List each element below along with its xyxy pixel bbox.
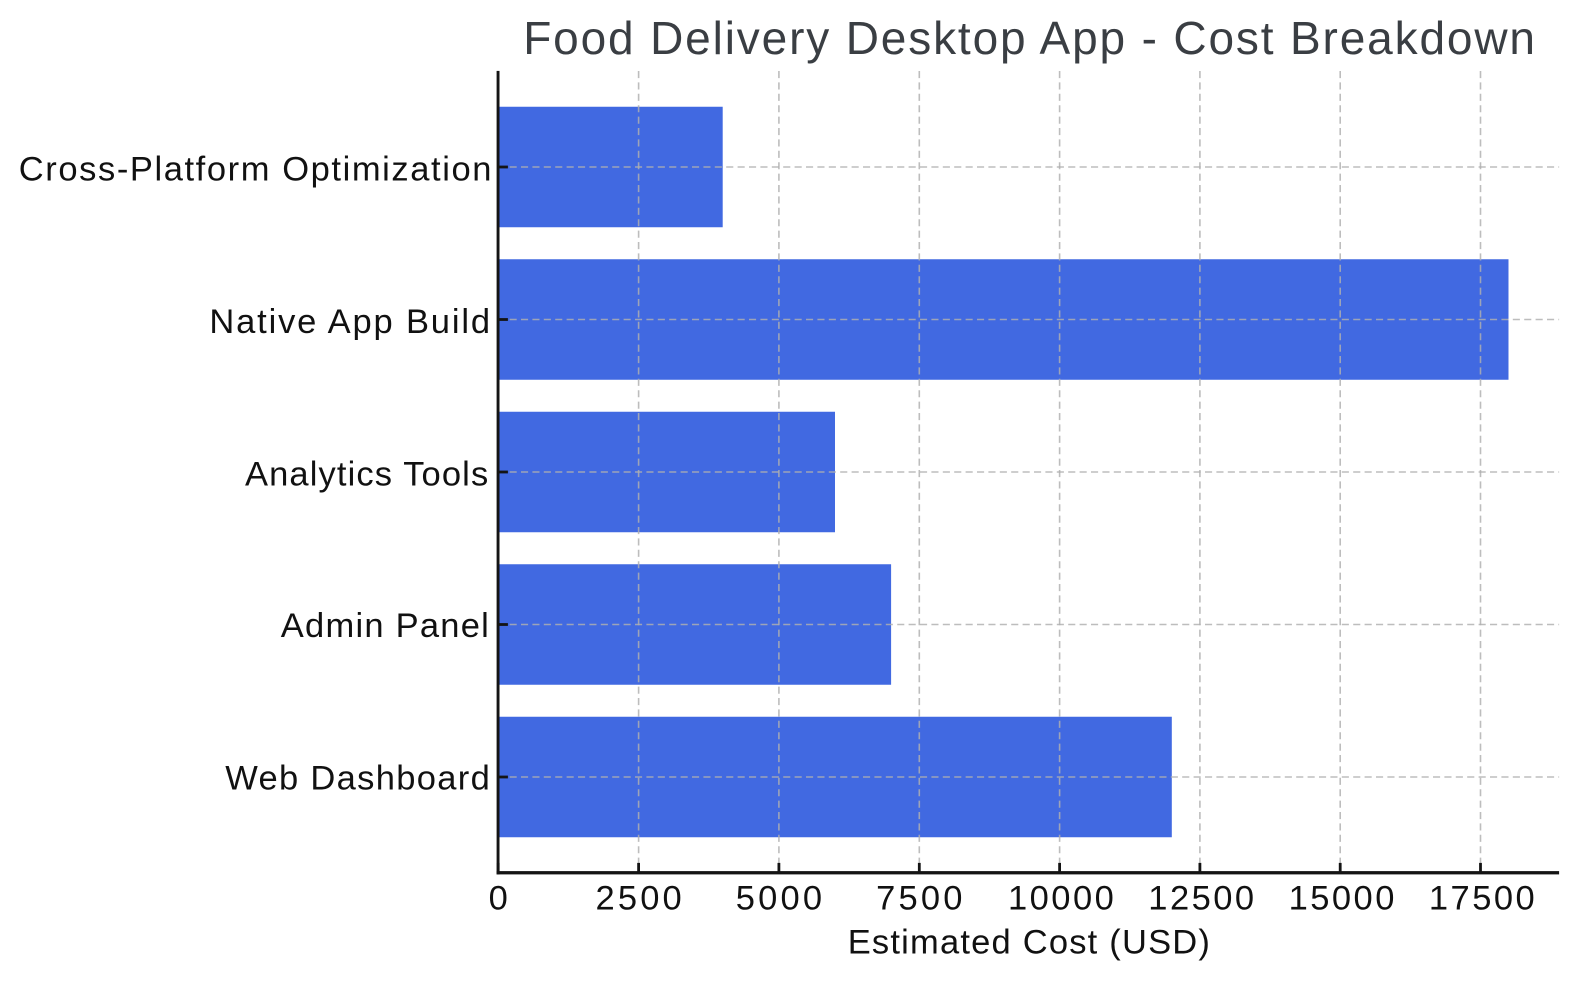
svg-text:Cross-Platform Optimization: Cross-Platform Optimization [19, 151, 492, 189]
svg-text:10000: 10000 [1008, 880, 1114, 918]
svg-text:Estimated Cost (USD): Estimated Cost (USD) [848, 924, 1210, 962]
svg-text:15000: 15000 [1289, 880, 1395, 918]
svg-text:Native App Build: Native App Build [209, 303, 490, 341]
svg-text:0: 0 [489, 880, 508, 918]
svg-text:Food Delivery Desktop App - Co: Food Delivery Desktop App - Cost Breakdo… [523, 12, 1535, 64]
svg-text:Admin Panel: Admin Panel [281, 607, 489, 645]
svg-text:12500: 12500 [1148, 880, 1254, 918]
svg-text:17500: 17500 [1429, 880, 1535, 918]
svg-text:Analytics Tools: Analytics Tools [245, 456, 488, 494]
svg-text:Web Dashboard: Web Dashboard [225, 759, 490, 797]
